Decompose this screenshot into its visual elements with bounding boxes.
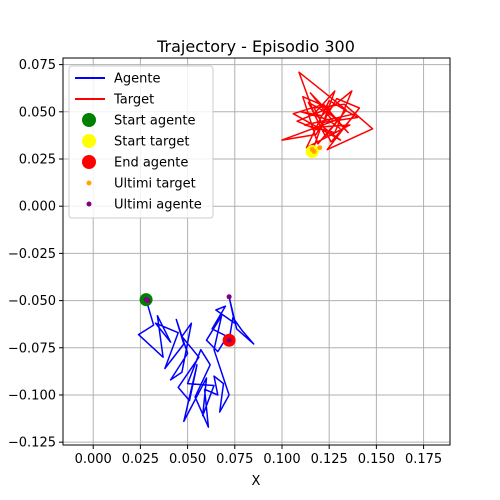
point-ultimi-agente [145, 298, 151, 304]
x-tick-label: 0.000 [75, 452, 112, 467]
y-tick-label: −0.075 [8, 341, 56, 356]
y-tick-label: 0.075 [19, 58, 56, 73]
x-tick-label: 0.175 [405, 452, 442, 467]
legend: Agente Target Start agente Start target End … [68, 65, 214, 219]
legend-swatch-ultimi-target [86, 180, 92, 186]
y-tick-label: −0.125 [8, 436, 56, 451]
series-line-agente [137, 296, 255, 428]
x-axis-label: X [252, 474, 261, 489]
x-tick-label: 0.150 [358, 452, 395, 467]
legend-swatch-ultimi-agente [86, 201, 92, 207]
y-tick-label: 0.025 [19, 152, 56, 167]
x-tick-label: 0.025 [122, 452, 159, 467]
y-tick-label: −0.100 [8, 388, 56, 403]
point-ultimi-target [317, 145, 323, 151]
x-tick-label: 0.075 [216, 452, 253, 467]
legend-label-agente: Agente [114, 72, 160, 87]
point-ultimi-target [309, 147, 315, 153]
axis-ticks: 0.000 0.025 0.050 0.075 0.100 0.125 0.150 0.175… [8, 58, 442, 467]
x-tick-label: 0.050 [169, 452, 206, 467]
y-tick-label: −0.025 [8, 247, 56, 262]
legend-box [68, 65, 214, 219]
legend-swatch-start-target [82, 134, 96, 148]
y-tick-label: 0.050 [19, 105, 56, 120]
y-tick-label: −0.050 [8, 294, 56, 309]
point-ultimi-agente [226, 337, 232, 343]
series-line-target [281, 71, 374, 152]
legend-swatch-start-agente [82, 113, 96, 127]
chart-title: Trajectory - Episodio 300 [156, 37, 355, 56]
legend-swatch-end-agente [82, 155, 96, 169]
legend-label-start-target: Start target [114, 135, 189, 150]
legend-label-target: Target [113, 93, 154, 108]
point-ultimi-agente [226, 294, 232, 300]
x-tick-label: 0.100 [263, 452, 300, 467]
x-tick-label: 0.125 [311, 452, 348, 467]
legend-label-end-agente: End agente [114, 156, 188, 171]
y-tick-label: 0.000 [19, 200, 56, 215]
legend-label-start-agente: Start agente [114, 114, 195, 129]
plot-area [137, 71, 374, 428]
legend-label-ultimi-agente: Ultimi agente [114, 198, 202, 213]
legend-label-ultimi-target: Ultimi target [114, 177, 196, 192]
axes-frame [62, 57, 451, 446]
